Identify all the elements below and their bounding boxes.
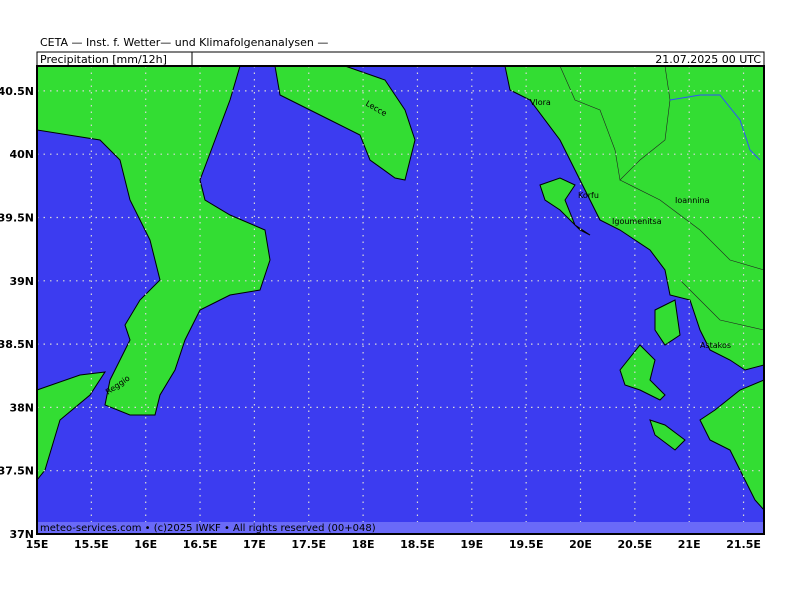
land [36,65,271,416]
river [669,94,761,161]
x-tick-label: 20E [569,538,592,551]
y-tick-label: 39.5N [0,212,34,225]
border [619,179,765,271]
x-tick-label: 18E [352,538,375,551]
y-tick-label: 40N [9,148,34,161]
x-tick-label: 21.5E [726,538,761,551]
land [36,371,107,482]
product-label: Precipitation [mm/12h] [40,53,167,66]
y-tick-label: 40.5N [0,85,34,98]
place-label: Vlora [530,98,551,107]
border [679,279,765,331]
y-tick-label: 38.5N [0,338,34,351]
land [699,379,765,512]
axis-labels: 15E 15.5E 16E 16.5E 17E 17.5E 18E 18.5E 19E 19.5E… [0,85,761,551]
x-tick-label: 21E [678,538,701,551]
place-label: Korfu [578,191,599,200]
graticule [37,66,764,534]
land [619,344,666,401]
land [654,299,681,346]
x-tick-label: 15.5E [74,538,109,551]
land [539,177,591,236]
footer-text: meteo-services.com • (c)2025 IWKF • All … [40,523,376,534]
x-tick-label: 16.5E [183,538,218,551]
frame [36,65,765,535]
x-tick-label: 19E [460,538,483,551]
x-tick-label: 17.5E [291,538,326,551]
land [649,419,686,451]
place-label: Astakos [700,341,731,350]
land [274,65,416,181]
x-tick-label: 17E [243,538,266,551]
place-label: Igoumenitsa [612,217,662,226]
x-tick-label: 18.5E [400,538,435,551]
y-tick-label: 37N [9,528,34,541]
date-label: 21.07.2025 00 UTC [655,53,761,66]
map: Lecce Vlora Korfu Igoumenitsa Ioannina A… [36,65,765,535]
y-tick-label: 39N [9,275,34,288]
place-label: Ioannina [675,196,710,205]
x-tick-label: 16E [134,538,157,551]
x-tick-label: 19.5E [509,538,544,551]
x-tick-label: 20.5E [618,538,653,551]
land [504,65,765,371]
y-tick-label: 38N [9,401,34,414]
footer-band [37,522,764,534]
x-tick-label: 15E [26,538,49,551]
y-tick-label: 37.5N [0,465,34,478]
header-title: CETA — Inst. f. Wetter— und Klimafolgena… [40,36,328,49]
